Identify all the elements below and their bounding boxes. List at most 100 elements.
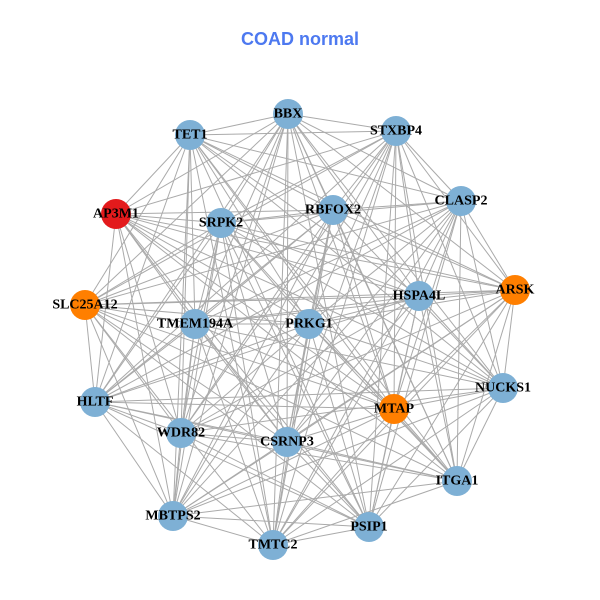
node-srpk2[interactable]: SRPK2 [199, 208, 243, 238]
edge-AP3M1-ITGA1 [115, 213, 458, 482]
edge-TMEM194A-MTAP [194, 323, 395, 410]
nodes: BBX TET1 STXBP4 CLASP2 AP3M1 SRPK2 RBFOX2 ARSK H… [52, 99, 535, 560]
node-circle[interactable] [294, 309, 324, 339]
edge-CLASP2-HLTF [94, 200, 462, 403]
edge-RBFOX2-WDR82 [180, 209, 334, 434]
node-label: ARSK [496, 283, 535, 298]
node-circle[interactable] [273, 99, 303, 129]
edge-BBX-TET1 [189, 113, 289, 136]
edge-BBX-WDR82 [180, 113, 289, 434]
node-circle[interactable] [70, 290, 100, 320]
edge-TET1-STXBP4 [189, 130, 397, 136]
node-stxbp4[interactable]: STXBP4 [370, 116, 422, 146]
node-tmem194a[interactable]: TMEM194A [157, 309, 234, 339]
edge-SLC25A12-HLTF [84, 304, 96, 403]
edge-STXBP4-CLASP2 [395, 130, 462, 202]
node-circle[interactable] [80, 387, 110, 417]
node-label: SRPK2 [199, 216, 243, 231]
node-circle[interactable] [442, 466, 472, 496]
node-psip1[interactable]: PSIP1 [350, 512, 388, 542]
node-mtap[interactable]: MTAP [374, 394, 415, 424]
node-circle[interactable] [180, 309, 210, 339]
edge-BBX-AP3M1 [115, 113, 289, 215]
node-tmtc2[interactable]: TMTC2 [249, 530, 298, 560]
node-circle[interactable] [488, 373, 518, 403]
node-circle[interactable] [381, 116, 411, 146]
node-itga1[interactable]: ITGA1 [436, 466, 479, 496]
node-circle[interactable] [379, 394, 409, 424]
edge-RBFOX2-TMTC2 [272, 209, 334, 546]
node-label: TET1 [172, 128, 207, 143]
node-circle[interactable] [446, 186, 476, 216]
node-hspa4l[interactable]: HSPA4L [393, 281, 446, 311]
edge-SLC25A12-WDR82 [84, 304, 182, 434]
node-label: RBFOX2 [305, 203, 361, 218]
edge-BBX-HLTF [94, 113, 289, 403]
edge-CLASP2-RBFOX2 [332, 200, 462, 211]
edge-SRPK2-HLTF [94, 222, 222, 403]
node-ap3m1[interactable]: AP3M1 [93, 199, 139, 229]
edge-HLTF-MTAP [94, 401, 395, 410]
node-label: SLC25A12 [52, 298, 117, 313]
node-circle[interactable] [318, 195, 348, 225]
node-circle[interactable] [158, 501, 188, 531]
edge-ARSK-NUCKS1 [502, 289, 516, 389]
node-arsk[interactable]: ARSK [496, 275, 535, 305]
edge-STXBP4-AP3M1 [115, 130, 397, 215]
edge-TET1-AP3M1 [115, 134, 191, 215]
node-circle[interactable] [206, 208, 236, 238]
node-nucks1[interactable]: NUCKS1 [475, 373, 531, 403]
edge-HSPA4L-TMTC2 [272, 295, 420, 546]
node-rbfox2[interactable]: RBFOX2 [305, 195, 361, 225]
edge-PRKG1-NUCKS1 [308, 323, 504, 389]
edge-AP3M1-WDR82 [115, 213, 182, 434]
node-tet1[interactable]: TET1 [172, 120, 208, 150]
node-circle[interactable] [166, 418, 196, 448]
edge-HSPA4L-HLTF [94, 295, 420, 403]
node-csrnp3[interactable]: CSRNP3 [260, 427, 314, 457]
edge-TET1-PSIP1 [189, 134, 370, 528]
edge-SLC25A12-TMEM194A [84, 304, 196, 325]
node-prkg1[interactable]: PRKG1 [285, 309, 333, 339]
edge-AP3M1-HSPA4L [115, 213, 420, 297]
node-hltf[interactable]: HLTF [77, 387, 114, 417]
node-bbx[interactable]: BBX [273, 99, 303, 129]
node-circle[interactable] [500, 275, 530, 305]
edge-SRPK2-MBTPS2 [172, 222, 222, 517]
edge-HSPA4L-WDR82 [180, 295, 420, 434]
node-circle[interactable] [175, 120, 205, 150]
edge-HLTF-PSIP1 [94, 401, 370, 528]
edge-HLTF-MBTPS2 [94, 401, 174, 517]
edge-CLASP2-ARSK [460, 200, 516, 291]
edge-CLASP2-PRKG1 [308, 200, 462, 325]
edge-STXBP4-PSIP1 [368, 130, 397, 528]
edge-SRPK2-CSRNP3 [220, 222, 288, 443]
node-clasp2[interactable]: CLASP2 [435, 186, 488, 216]
edge-CSRNP3-MBTPS2 [172, 441, 288, 517]
node-label: WDR82 [157, 426, 205, 441]
node-circle[interactable] [404, 281, 434, 311]
edge-RBFOX2-MTAP [332, 209, 395, 410]
edge-STXBP4-HLTF [94, 130, 397, 403]
edge-CSRNP3-ITGA1 [286, 441, 458, 482]
edge-SRPK2-HSPA4L [220, 222, 420, 297]
node-circle[interactable] [272, 427, 302, 457]
edge-NUCKS1-ITGA1 [456, 387, 504, 482]
node-mbtps2[interactable]: MBTPS2 [145, 501, 201, 531]
node-circle[interactable] [101, 199, 131, 229]
node-circle[interactable] [258, 530, 288, 560]
node-wdr82[interactable]: WDR82 [157, 418, 205, 448]
edge-SLC25A12-MBTPS2 [84, 304, 174, 517]
edge-BBX-MBTPS2 [172, 113, 289, 517]
edge-RBFOX2-MBTPS2 [172, 209, 334, 517]
edge-RBFOX2-ARSK [332, 209, 516, 291]
edge-ARSK-ITGA1 [456, 289, 516, 482]
node-circle[interactable] [354, 512, 384, 542]
edge-TMEM194A-CSRNP3 [194, 323, 288, 443]
edge-NUCKS1-WDR82 [180, 387, 504, 434]
edge-WDR82-ITGA1 [180, 432, 458, 482]
edge-CSRNP3-PSIP1 [286, 441, 370, 528]
node-slc25a12[interactable]: SLC25A12 [52, 290, 118, 320]
edge-HSPA4L-PRKG1 [308, 295, 420, 325]
edge-STXBP4-WDR82 [180, 130, 397, 434]
